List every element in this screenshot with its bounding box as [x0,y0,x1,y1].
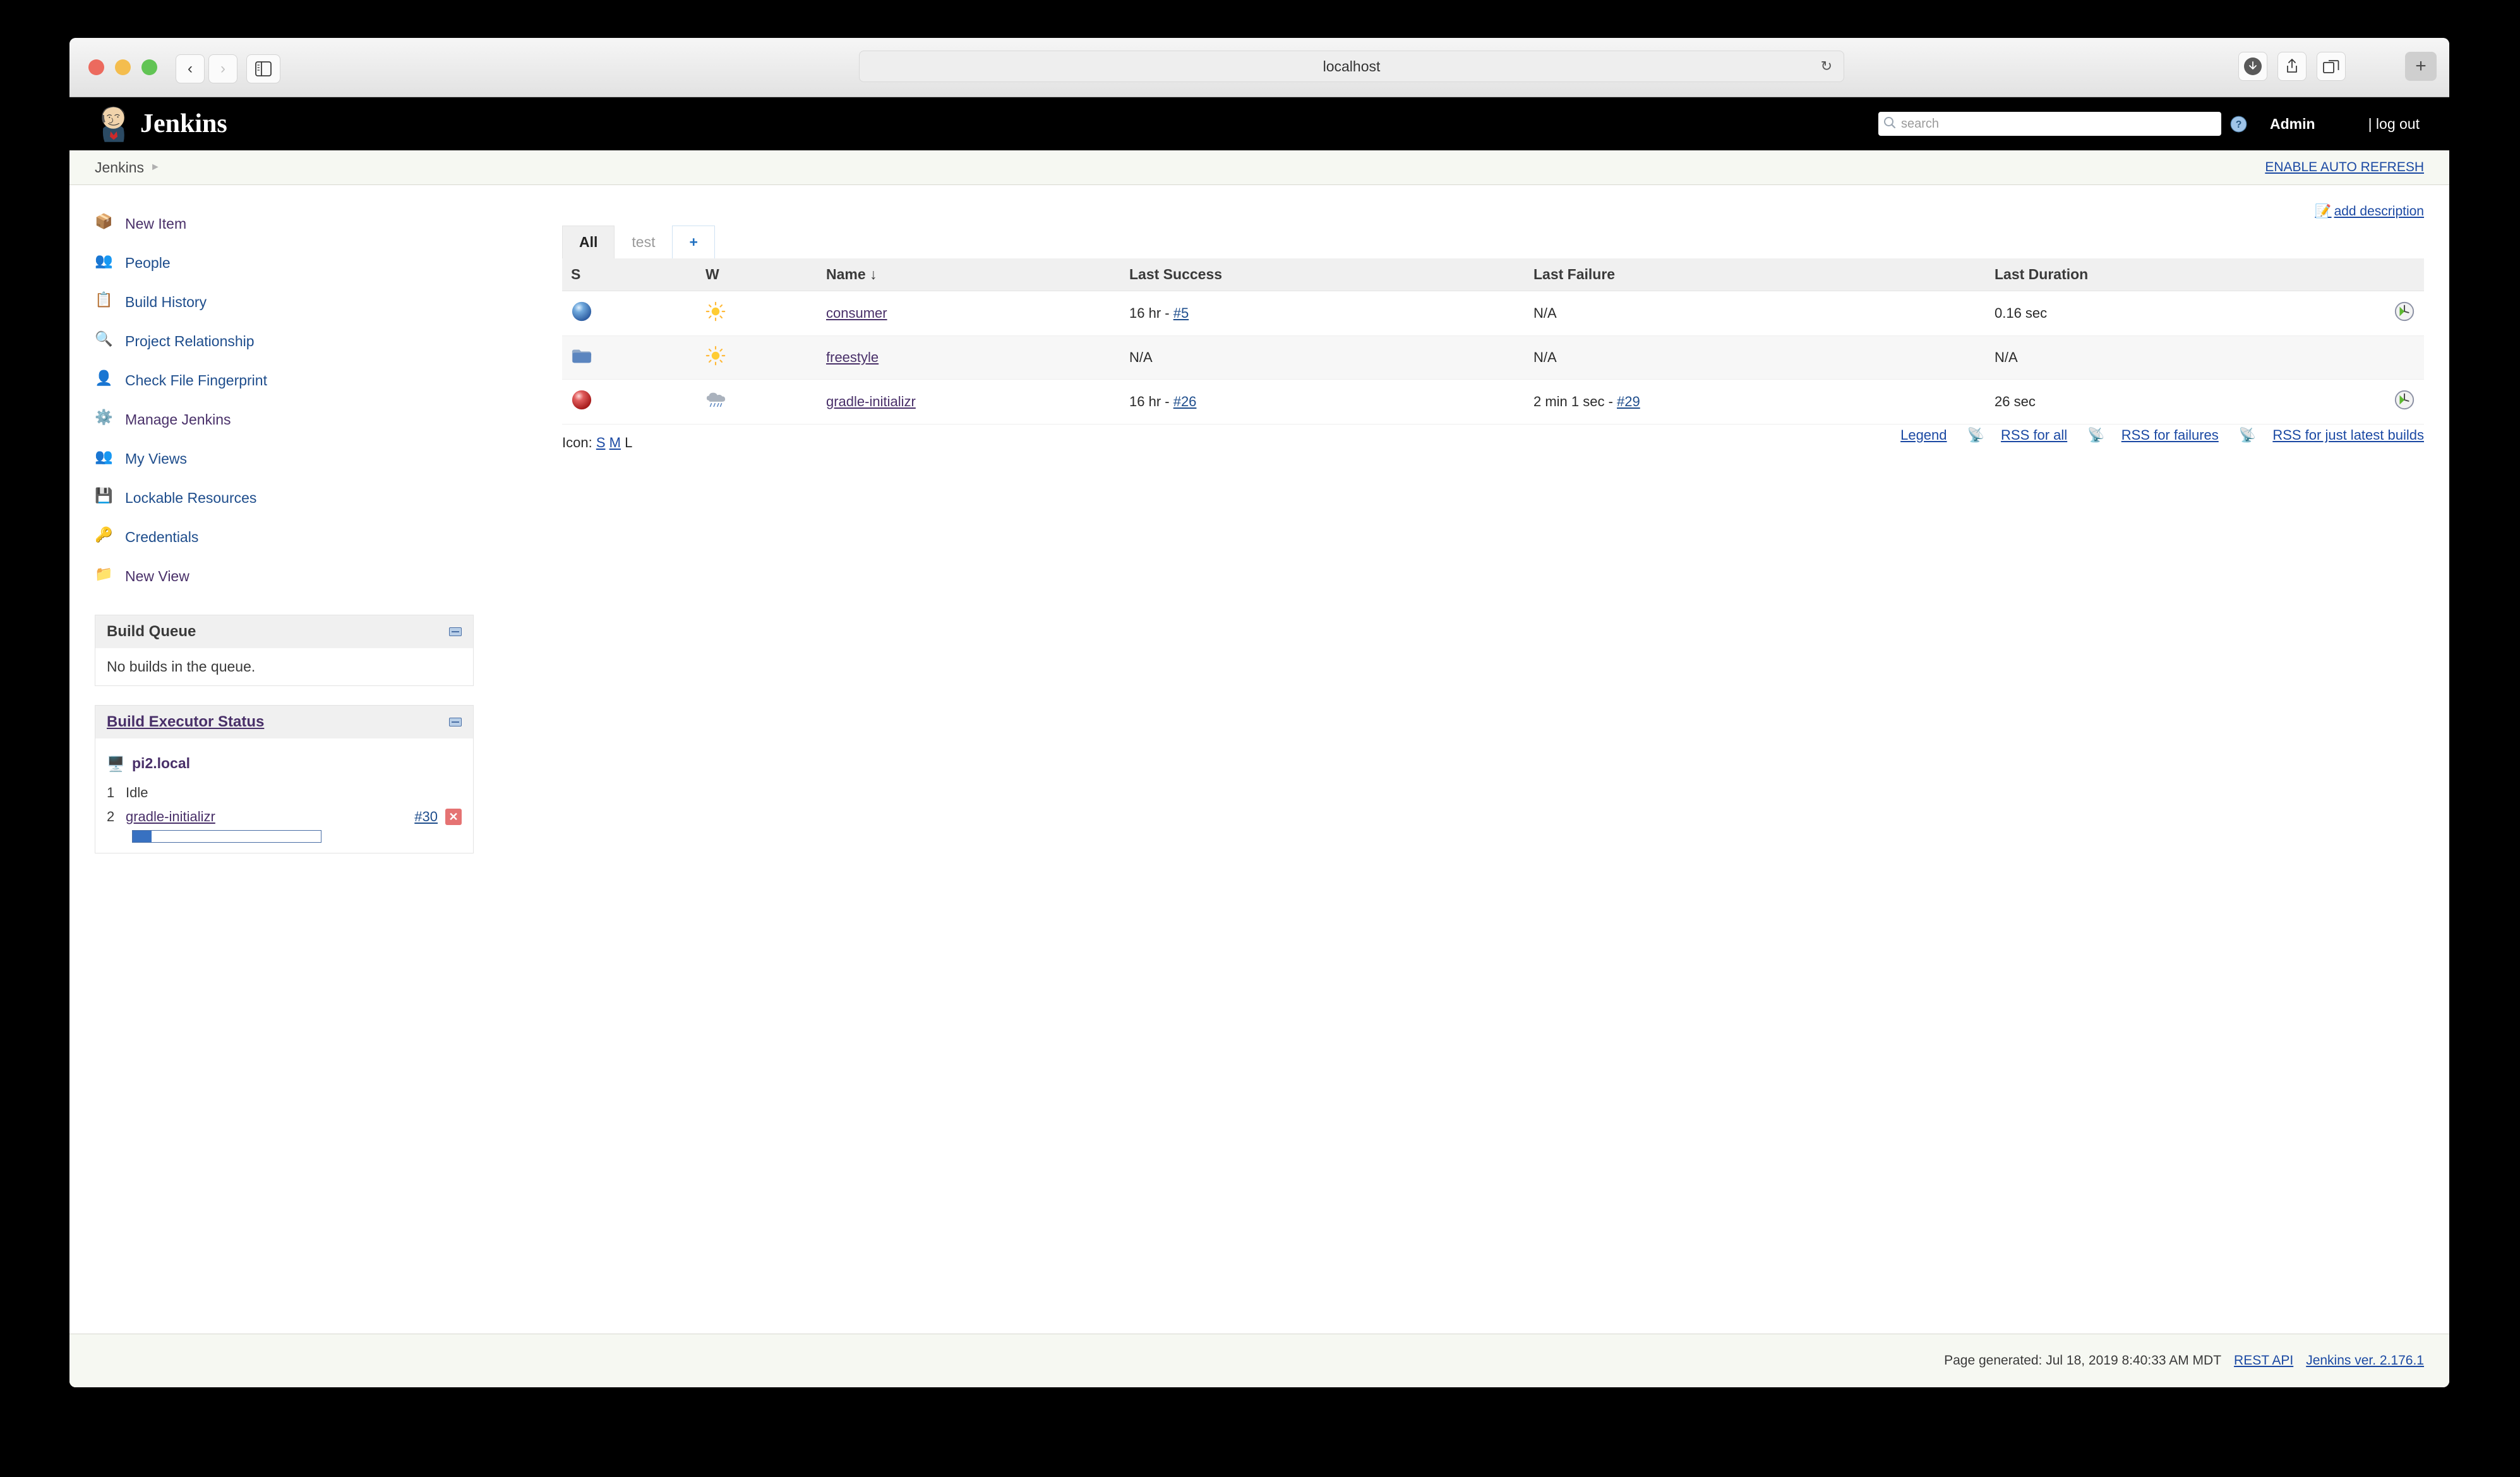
svg-text:?: ? [2236,119,2242,130]
